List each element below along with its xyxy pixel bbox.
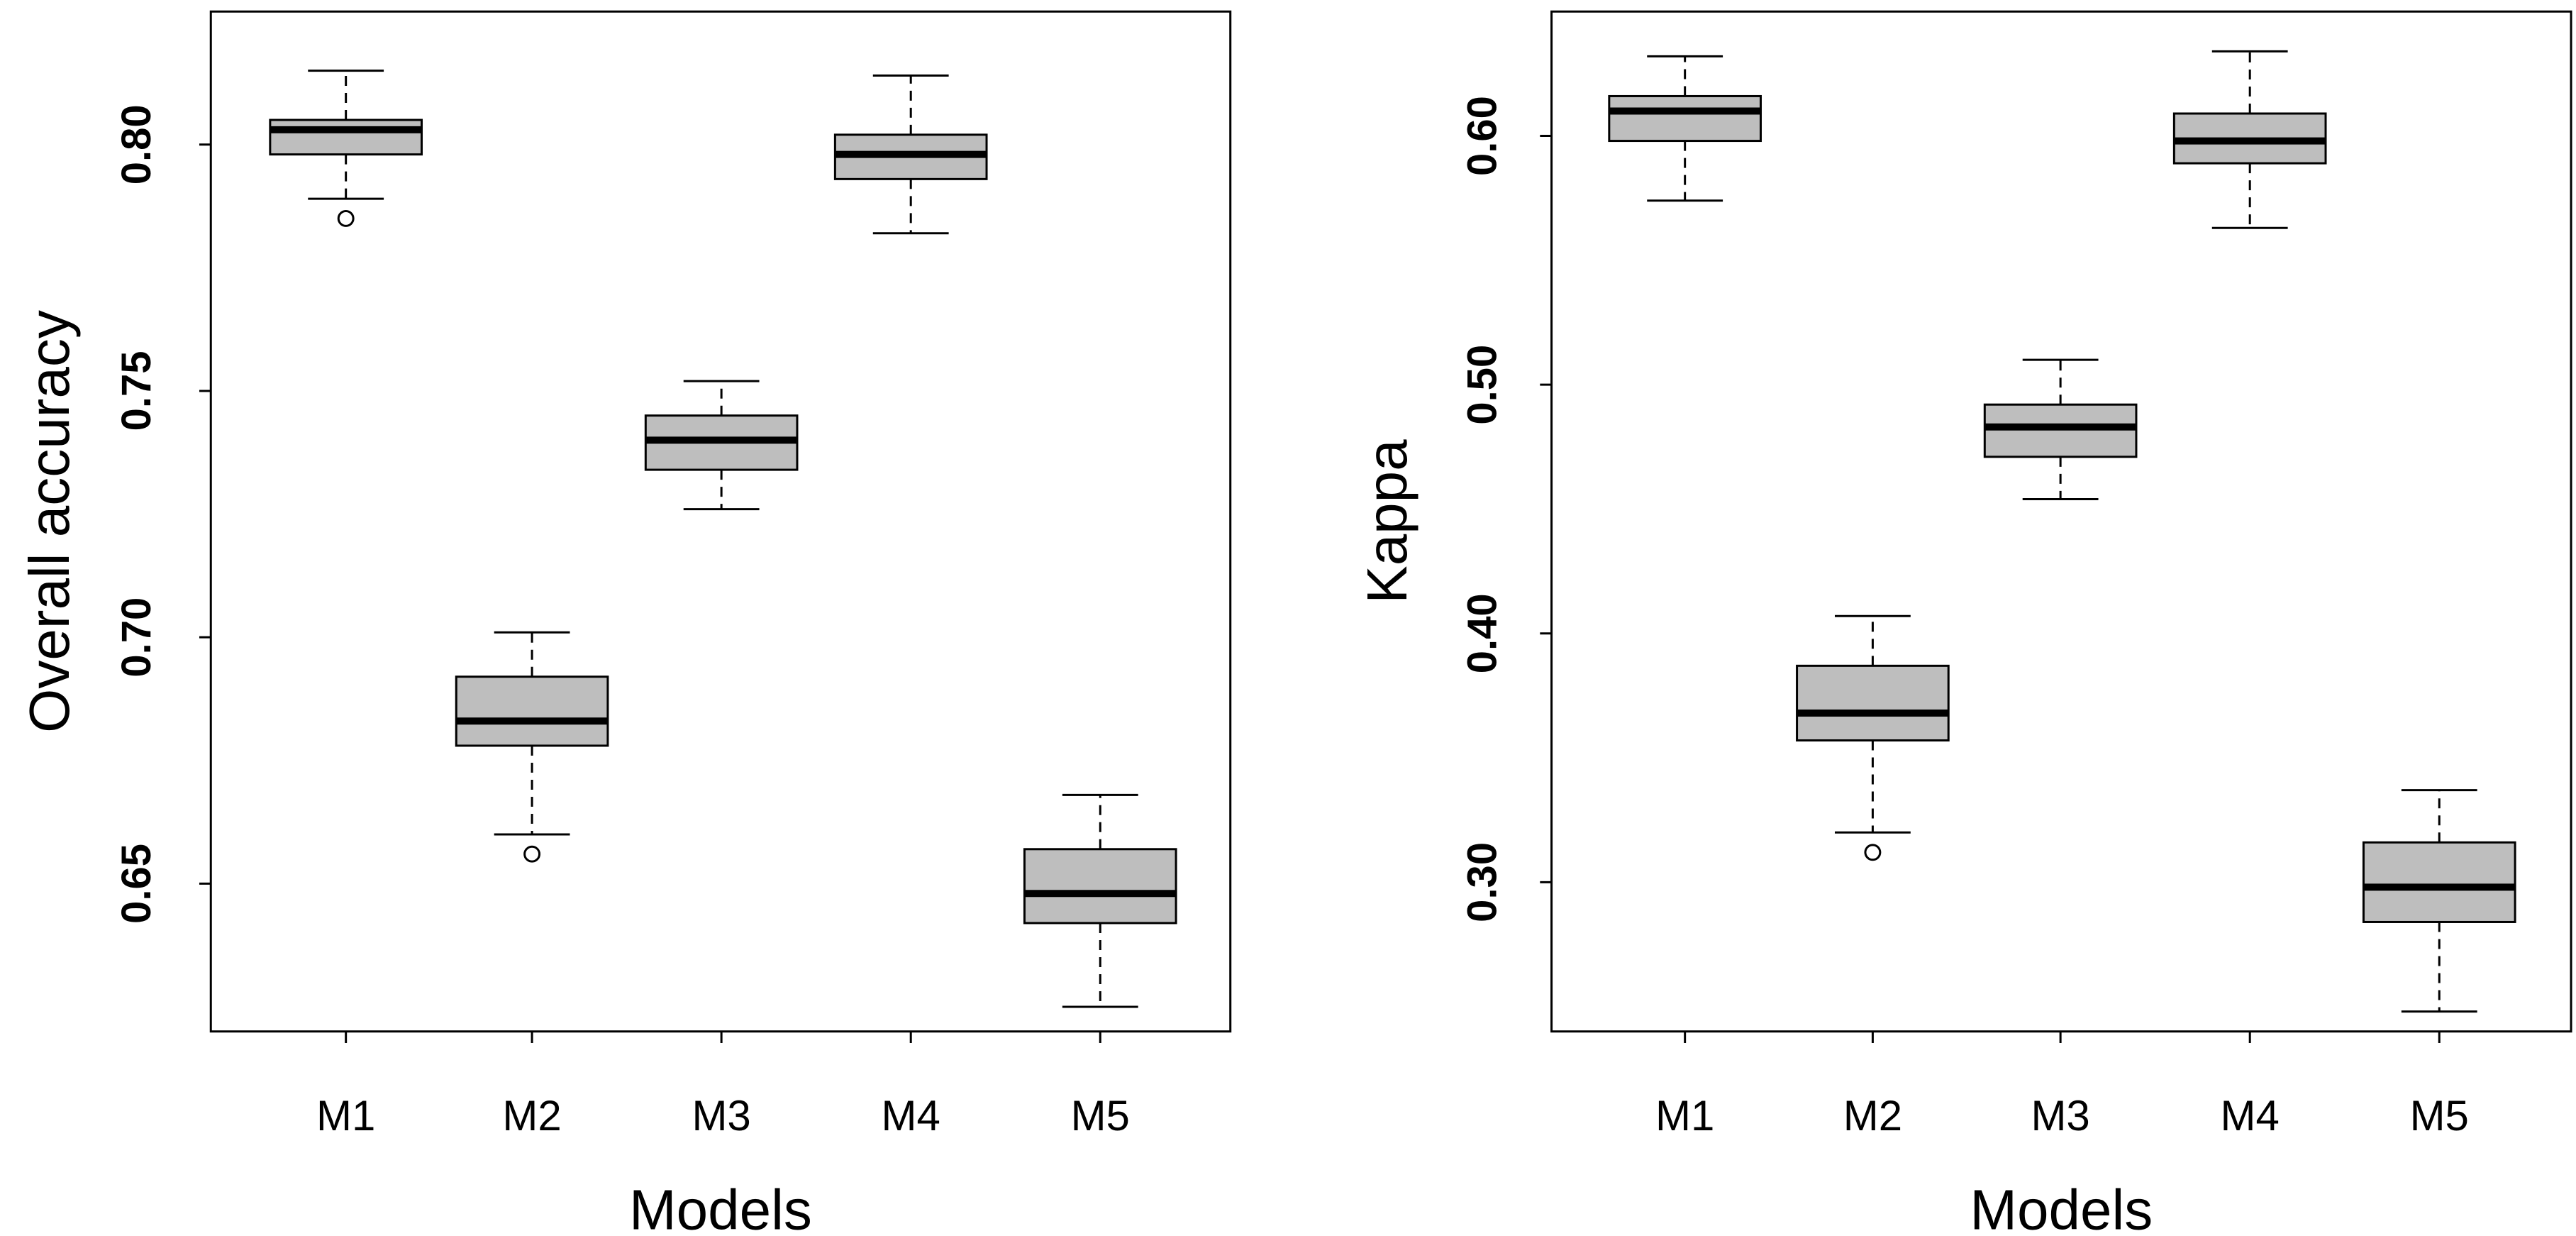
box-m4 [833, 75, 988, 235]
y-tick-label: 0.70 [113, 597, 160, 678]
kappa-panel: 0.30 0.40 0.50 0.60 M1 M2 M3 M4 M5 Models Kappa [1355, 10, 2572, 1236]
box-m5 [1023, 793, 1177, 1008]
x-tick-label: M2 [502, 1092, 561, 1140]
iqr-box [1983, 403, 2138, 458]
iqr-box [1608, 94, 1762, 143]
iqr-box [2362, 841, 2516, 923]
y-tick-label: 0.75 [113, 351, 160, 431]
outlier-point [337, 209, 355, 227]
y-tick-label: 0.65 [113, 844, 160, 924]
y-tick-label: 0.30 [1460, 842, 1506, 922]
iqr-box [1796, 664, 1950, 742]
x-tick-label: M4 [2221, 1092, 2280, 1140]
x-axis-title: Models [629, 1178, 812, 1236]
box-m1 [1608, 55, 1762, 202]
y-tick-label: 0.60 [1460, 96, 1506, 176]
y-tick-label: 0.40 [1460, 593, 1506, 673]
outlier-point [523, 845, 541, 863]
box-m1 [269, 70, 423, 227]
x-tick-label: M1 [316, 1092, 375, 1140]
x-tick-label: M1 [1655, 1092, 1714, 1140]
box-m2 [455, 631, 609, 863]
y-tick-label: 0.50 [1460, 345, 1506, 425]
iqr-box [269, 118, 423, 156]
accuracy-panel: 0.65 0.70 0.75 0.80 M1 M2 M3 M4 M5 Models Overall … [18, 10, 1232, 1236]
y-axis-title: Kappa [1355, 439, 1419, 604]
x-axis-title: Models [1970, 1178, 2153, 1236]
iqr-box [455, 675, 609, 747]
iqr-box [1023, 848, 1177, 925]
y-axis-title: Overall accuracy [18, 310, 81, 733]
box-m3 [1983, 358, 2138, 500]
x-tick-label: M5 [2410, 1092, 2469, 1140]
x-tick-label: M5 [1071, 1092, 1130, 1140]
x-tick-label: M3 [692, 1092, 750, 1140]
box-m2 [1796, 614, 1950, 861]
x-tick-label: M3 [2031, 1092, 2089, 1140]
y-tick-label: 0.80 [113, 104, 160, 184]
outlier-point [1864, 844, 1882, 861]
box-m3 [644, 380, 799, 511]
box-m5 [2362, 789, 2516, 1013]
x-tick-label: M2 [1843, 1092, 1902, 1140]
x-tick-label: M4 [882, 1092, 940, 1140]
box-m4 [2172, 50, 2327, 229]
